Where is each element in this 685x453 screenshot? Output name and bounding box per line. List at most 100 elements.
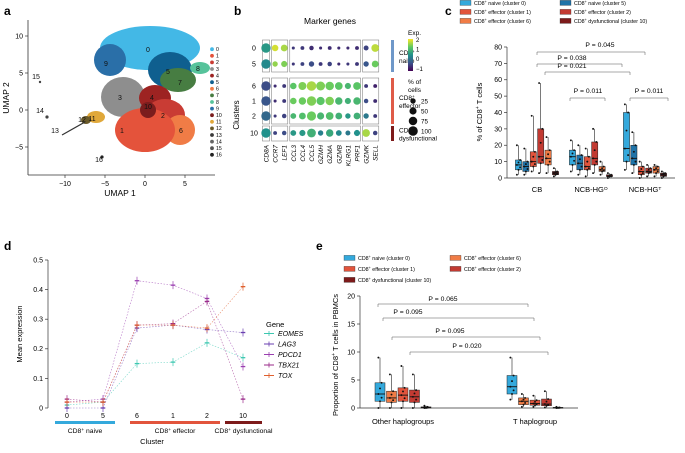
dotplot-gene-label: CD8A bbox=[264, 145, 271, 162]
d-y-tick-label: 0.4 bbox=[33, 287, 43, 294]
box-point bbox=[411, 373, 414, 376]
box-point bbox=[660, 170, 663, 173]
box-point bbox=[522, 403, 525, 406]
umap-cluster-label: 6 bbox=[179, 128, 183, 135]
y-tick-label: 30 bbox=[494, 126, 502, 133]
box-point bbox=[534, 404, 536, 407]
d-legend-label: TBX21 bbox=[278, 363, 300, 370]
box-point bbox=[548, 160, 551, 163]
dotplot-group-bar bbox=[391, 126, 394, 141]
d-series-line bbox=[67, 324, 244, 409]
box-point bbox=[543, 390, 546, 393]
umap-cluster-label: 8 bbox=[196, 66, 200, 73]
box-point bbox=[586, 160, 589, 163]
box-point bbox=[541, 127, 544, 130]
box-point bbox=[541, 159, 544, 161]
expr-legend-title: Exp. bbox=[408, 30, 421, 37]
dotplot-gene-label: CCL3 bbox=[291, 145, 298, 162]
dotplot-dot bbox=[261, 59, 271, 69]
box-point bbox=[523, 173, 526, 176]
legend-swatch bbox=[559, 18, 572, 24]
box-point bbox=[627, 111, 630, 114]
box-point bbox=[610, 173, 613, 176]
box-point bbox=[413, 392, 416, 395]
panel-c-boxplot: c CD8+ naive (cluster 0) CD8+ naive (clus… bbox=[445, 0, 675, 194]
box bbox=[576, 154, 584, 171]
umap-y-tick: 10 bbox=[15, 34, 23, 41]
box-point bbox=[411, 407, 414, 409]
dotplot-gene-label: PRF1 bbox=[355, 145, 362, 162]
dotplot-dot bbox=[281, 130, 287, 136]
box-point bbox=[519, 166, 522, 169]
box-point bbox=[515, 173, 518, 176]
box-point bbox=[662, 172, 665, 175]
dotplot-gene-label: SELL bbox=[373, 145, 380, 161]
box-point bbox=[519, 159, 522, 161]
legend-swatch bbox=[459, 9, 472, 15]
umap-x-tick: 0 bbox=[143, 181, 147, 188]
dotplot-dot bbox=[282, 99, 287, 103]
dotplot-dot bbox=[261, 128, 271, 138]
umap-cluster-label: 2 bbox=[161, 113, 165, 120]
dotplot-dot bbox=[308, 61, 315, 67]
umap-cluster-label: 10 bbox=[144, 104, 152, 111]
legend-cluster-label: 10 bbox=[216, 113, 222, 119]
dotplot-group-bar bbox=[391, 40, 394, 72]
box-point bbox=[578, 168, 581, 171]
legend-cluster-label: 3 bbox=[216, 67, 219, 73]
y-tick-label: 0 bbox=[351, 405, 355, 412]
d-y-label: Mean expression bbox=[15, 305, 24, 362]
box-point bbox=[634, 160, 637, 163]
box-point bbox=[530, 160, 533, 163]
box-point bbox=[520, 393, 523, 395]
box-point bbox=[557, 406, 559, 409]
dotplot-cluster-label: 6 bbox=[252, 84, 256, 91]
box-point bbox=[580, 165, 583, 168]
e-legend-swatch bbox=[449, 255, 462, 261]
dotplot-title: Marker genes bbox=[304, 16, 356, 26]
box-point bbox=[392, 399, 395, 402]
box-point bbox=[425, 406, 427, 409]
dotplot-dot bbox=[261, 81, 271, 91]
box-point bbox=[653, 163, 656, 166]
umap-cluster-10 bbox=[140, 102, 156, 118]
box bbox=[623, 112, 630, 162]
legend-label: CD8+ effector (cluster 2) bbox=[574, 9, 631, 16]
umap-cluster-label: 1 bbox=[120, 128, 124, 135]
box-point bbox=[653, 168, 656, 171]
significance-bracket bbox=[544, 71, 631, 75]
dotplot-gene-label: GZMB bbox=[336, 144, 343, 163]
legend-swatch bbox=[559, 0, 572, 6]
d-series-line bbox=[67, 286, 244, 403]
significance-bracket bbox=[569, 97, 606, 101]
dotplot-cluster-label: 2 bbox=[252, 114, 256, 121]
y-tick-label: 10 bbox=[347, 349, 355, 356]
box-point bbox=[520, 405, 523, 408]
e-p-value-label: P = 0.020 bbox=[452, 343, 481, 350]
umap-cluster-11 bbox=[87, 111, 105, 123]
box-point bbox=[580, 154, 583, 157]
panel-c-label: c bbox=[445, 4, 452, 18]
box-point bbox=[640, 173, 643, 176]
box-point bbox=[646, 163, 649, 166]
dotplot-dot bbox=[344, 82, 351, 90]
p-value-label: P = 0.011 bbox=[574, 88, 603, 95]
box-point bbox=[646, 175, 649, 178]
dotplot-dot bbox=[327, 46, 332, 50]
box-point bbox=[538, 155, 541, 158]
box-point bbox=[423, 406, 426, 409]
dotplot-dot bbox=[363, 98, 369, 104]
box-point bbox=[413, 401, 416, 404]
box-point bbox=[556, 170, 559, 173]
d-group-bar bbox=[55, 421, 115, 424]
dotplot-group-name: effector bbox=[399, 103, 421, 110]
box-point bbox=[606, 175, 609, 178]
dotplot-gene-label: CCL4 bbox=[300, 145, 307, 162]
box-point bbox=[638, 160, 641, 163]
box-point bbox=[511, 380, 513, 383]
p-value-label: P = 0.011 bbox=[635, 88, 664, 95]
dotplot-dot bbox=[298, 82, 307, 90]
box-point bbox=[664, 174, 667, 177]
dotplot-group-label: CD8+ bbox=[399, 49, 415, 58]
